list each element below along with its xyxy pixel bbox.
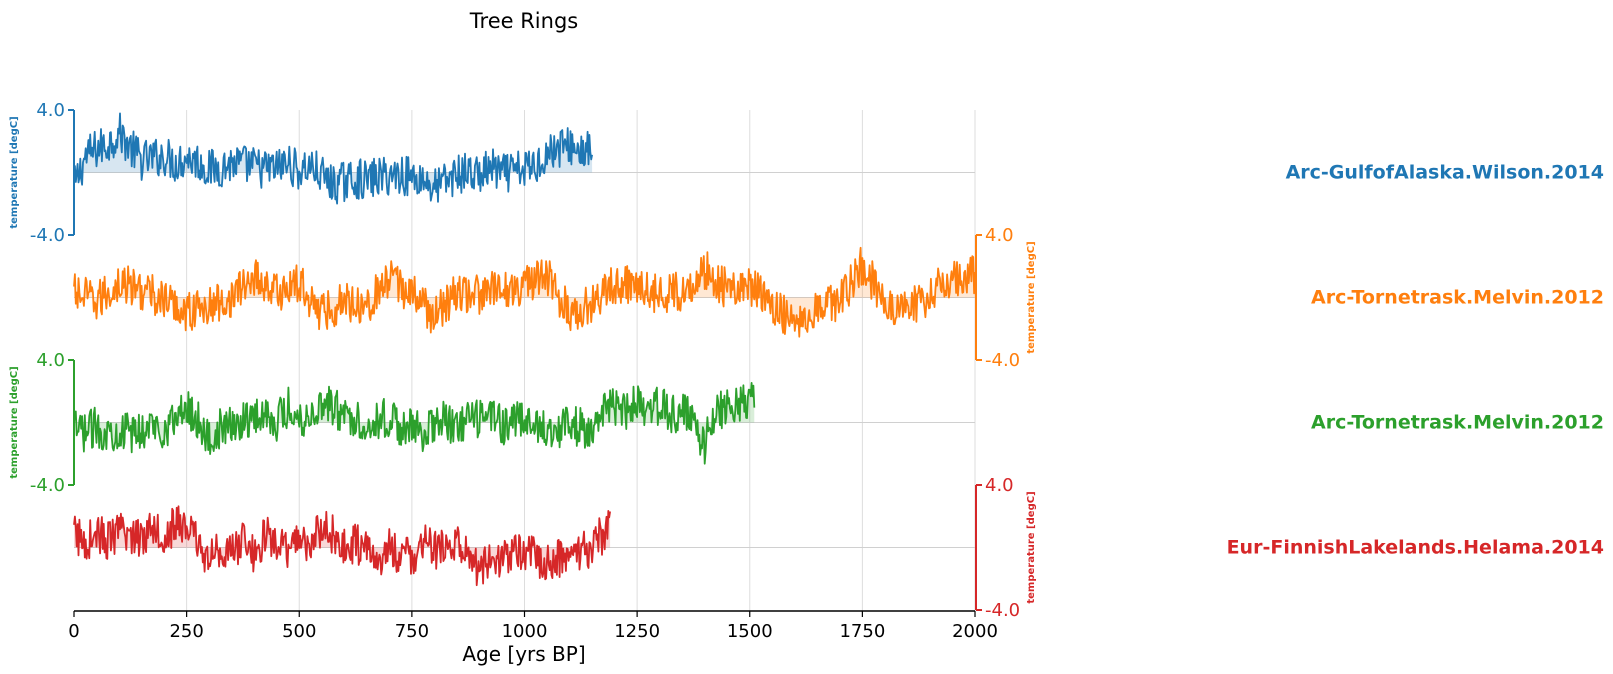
x-axis-ticks: 0 250 500 750 1000 1250 1500 1750 2000: [68, 611, 998, 642]
series-name-label: Arc-Tornetrask.Melvin.2012: [1311, 287, 1604, 309]
y-tick-label: 4.0: [985, 475, 1014, 496]
x-tick-label: 750: [395, 621, 429, 642]
series-panel: 4.0 -4.0 temperature [degC] Eur-FinnishLake…: [73, 475, 1604, 621]
x-tick-label: 0: [68, 621, 79, 642]
y-tick-label: 4.0: [985, 225, 1014, 246]
y-axis-title: temperature [degC]: [9, 116, 20, 228]
y-axis-title: temperature [degC]: [1026, 491, 1037, 603]
y-axis-title: temperature [degC]: [9, 366, 20, 478]
x-axis-title: Age [yrs BP]: [462, 642, 585, 666]
series-name-label: Arc-GulfofAlaska.Wilson.2014: [1286, 162, 1604, 184]
series-line: [73, 112, 593, 205]
x-tick-label: 250: [169, 621, 203, 642]
x-tick-label: 1500: [727, 621, 773, 642]
series-name-label: Eur-FinnishLakelands.Helama.2014: [1227, 537, 1604, 559]
series-panel: 4.0 -4.0 temperature [degC] Arc-Tornetrask.…: [9, 350, 1604, 496]
y-tick-label: -4.0: [985, 350, 1020, 371]
series-fill: [74, 247, 975, 337]
y-tick-label: 4.0: [36, 100, 65, 121]
series-panel: 4.0 -4.0 temperature [degC] Arc-Tornetrask.…: [73, 225, 1604, 371]
y-axis-title: temperature [degC]: [1026, 241, 1037, 353]
series-line: [73, 382, 756, 465]
y-tick-label: 4.0: [36, 350, 65, 371]
chart-title: Tree Rings: [469, 9, 578, 33]
y-tick-label: -4.0: [30, 225, 65, 246]
series-line: [73, 246, 976, 338]
x-grid-lines: [186, 110, 976, 611]
series-panel: 4.0 -4.0 temperature [degC] Arc-GulfofAlask…: [9, 100, 1604, 246]
y-tick-label: -4.0: [30, 475, 65, 496]
series-name-label: Arc-Tornetrask.Melvin.2012: [1311, 412, 1604, 434]
y-tick-label: -4.0: [985, 600, 1020, 621]
series-line: [73, 505, 611, 587]
x-tick-label: 500: [282, 621, 316, 642]
x-tick-label: 1750: [839, 621, 885, 642]
series-layer: 4.0 -4.0 temperature [degC] Arc-GulfofAlask…: [9, 100, 1604, 621]
x-tick-label: 2000: [952, 621, 998, 642]
x-tick-label: 1250: [614, 621, 660, 642]
x-tick-label: 1000: [502, 621, 548, 642]
